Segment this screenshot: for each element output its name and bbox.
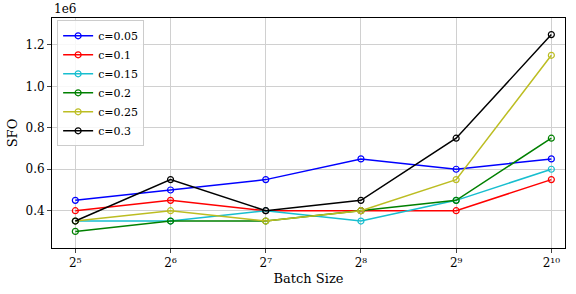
svg-text:SFO: SFO xyxy=(5,119,20,148)
svg-text:2⁷: 2⁷ xyxy=(260,256,273,270)
svg-text:Batch Size: Batch Size xyxy=(274,271,344,286)
svg-text:c=0.25: c=0.25 xyxy=(98,106,138,119)
svg-text:1e6: 1e6 xyxy=(54,2,76,16)
svg-text:0.6: 0.6 xyxy=(26,162,45,176)
svg-text:1.2: 1.2 xyxy=(26,38,45,52)
svg-text:2⁶: 2⁶ xyxy=(164,256,177,270)
svg-text:c=0.15: c=0.15 xyxy=(98,68,138,81)
svg-text:c=0.05: c=0.05 xyxy=(98,30,138,43)
svg-text:2¹⁰: 2¹⁰ xyxy=(543,256,560,270)
svg-text:2⁵: 2⁵ xyxy=(69,256,82,270)
svg-text:1.0: 1.0 xyxy=(26,80,45,94)
svg-text:0.4: 0.4 xyxy=(26,204,45,218)
svg-text:c=0.1: c=0.1 xyxy=(98,49,131,62)
svg-text:c=0.3: c=0.3 xyxy=(98,125,131,138)
svg-text:0.8: 0.8 xyxy=(26,121,45,135)
svg-text:2⁹: 2⁹ xyxy=(450,256,463,270)
svg-text:c=0.2: c=0.2 xyxy=(98,87,131,100)
svg-text:2⁸: 2⁸ xyxy=(355,256,368,270)
